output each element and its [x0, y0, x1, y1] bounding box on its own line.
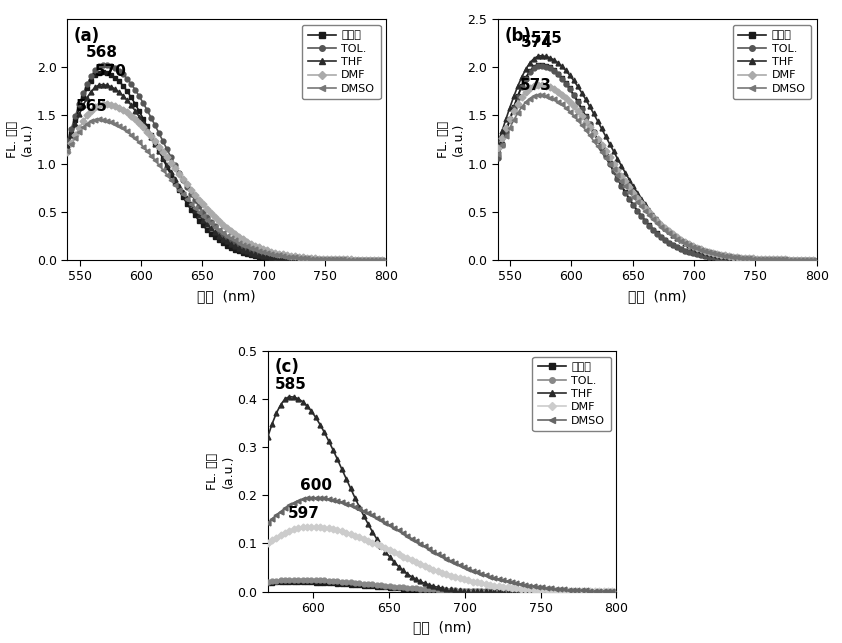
- Text: (b): (b): [504, 26, 531, 44]
- Legend: 环己烷, TOL., THF, DMF, DMSO: 环己烷, TOL., THF, DMF, DMSO: [733, 25, 811, 99]
- Y-axis label: FL. 强度
(a.u.): FL. 强度 (a.u.): [206, 453, 234, 490]
- Text: 575: 575: [531, 32, 562, 46]
- Text: 600: 600: [301, 478, 333, 493]
- Text: (a): (a): [74, 26, 100, 44]
- Legend: 环己烷, TOL., THF, DMF, DMSO: 环己烷, TOL., THF, DMF, DMSO: [532, 357, 610, 431]
- Text: 585: 585: [274, 377, 306, 392]
- Text: (c): (c): [274, 358, 300, 376]
- X-axis label: 波长  (nm): 波长 (nm): [628, 289, 686, 303]
- Text: 574: 574: [521, 35, 553, 50]
- Y-axis label: FL. 强度
(a.u.): FL. 强度 (a.u.): [437, 121, 465, 158]
- Text: 565: 565: [76, 98, 108, 114]
- Text: 570: 570: [94, 64, 126, 79]
- Text: 573: 573: [520, 78, 552, 93]
- Text: 568: 568: [86, 44, 118, 60]
- Legend: 环己烷, TOL., THF, DMF, DMSO: 环己烷, TOL., THF, DMF, DMSO: [302, 25, 381, 99]
- X-axis label: 波长  (nm): 波长 (nm): [198, 289, 256, 303]
- Y-axis label: FL. 强度
(a.u.): FL. 强度 (a.u.): [6, 121, 35, 158]
- X-axis label: 波长  (nm): 波长 (nm): [413, 620, 472, 635]
- Text: 597: 597: [288, 506, 320, 521]
